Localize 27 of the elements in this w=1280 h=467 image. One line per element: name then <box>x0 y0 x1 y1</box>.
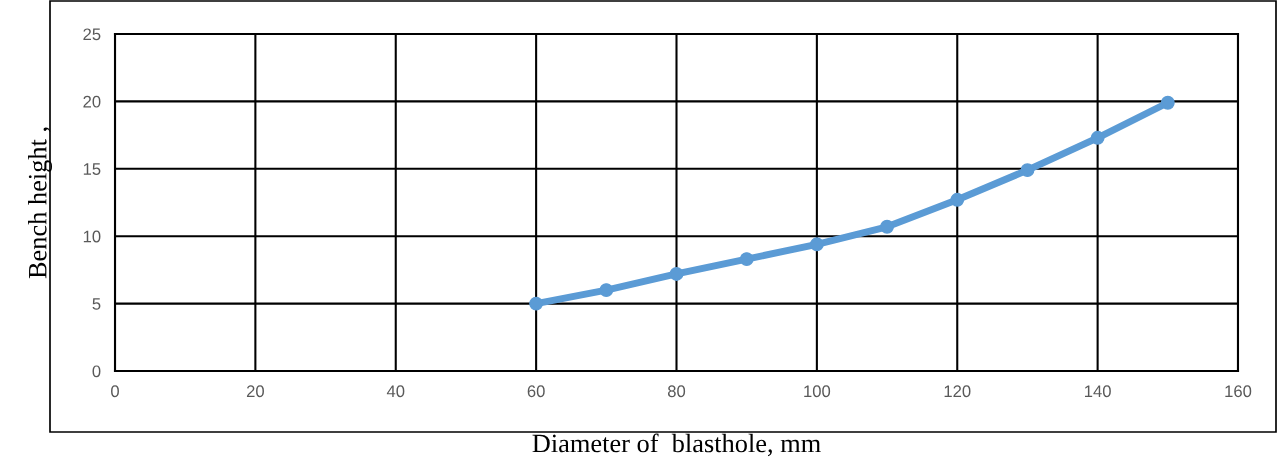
x-tick-label: 60 <box>527 385 545 398</box>
point <box>669 266 684 281</box>
point <box>599 283 614 298</box>
x-tick-label: 160 <box>1225 385 1252 398</box>
x-tick-label: 100 <box>804 385 831 398</box>
y-tick-label: 0 <box>92 365 101 378</box>
point <box>1090 130 1105 145</box>
x-tick-label: 120 <box>944 385 971 398</box>
point <box>950 192 965 207</box>
x-tick-label: 140 <box>1084 385 1111 398</box>
x-tick-label: 0 <box>111 385 119 398</box>
point <box>529 296 544 311</box>
x-tick-label: 40 <box>386 385 405 398</box>
x-tick-label: 80 <box>667 385 686 398</box>
y-tick-label: 20 <box>83 95 101 108</box>
y-tick-label: 5 <box>92 298 101 310</box>
point <box>1160 95 1175 110</box>
point <box>1020 163 1035 178</box>
point <box>880 219 895 234</box>
y-tick-label: 10 <box>83 230 101 243</box>
x-tick-label: 20 <box>246 385 264 398</box>
point <box>739 252 754 267</box>
y-axis-title: Bench height , <box>28 127 53 279</box>
x-axis-title: Diameter of blasthole, mm <box>532 433 821 457</box>
point <box>809 237 824 252</box>
y-tick-label: 25 <box>83 28 101 41</box>
y-tick-label: 15 <box>83 163 101 175</box>
